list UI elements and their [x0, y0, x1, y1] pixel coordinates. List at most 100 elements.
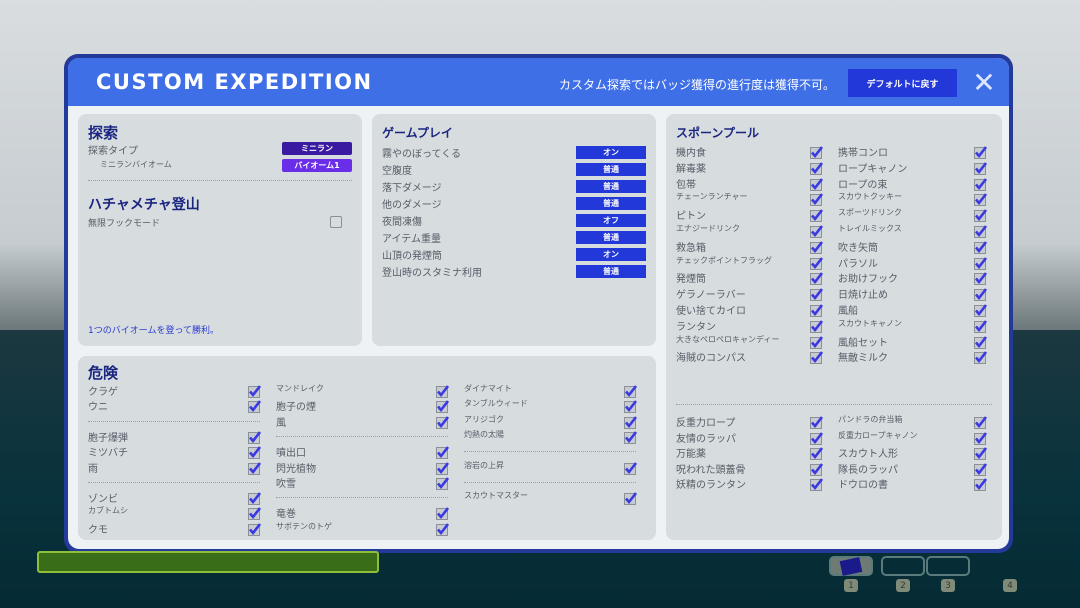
checkbox-checked-icon[interactable] — [974, 318, 988, 333]
hotbar-slot[interactable] — [926, 556, 970, 576]
chaos-title: ハチャメチャ登山 — [88, 197, 200, 213]
close-icon[interactable]: ✕ — [972, 65, 996, 99]
checkbox-checked-icon[interactable] — [974, 476, 988, 491]
checkbox-checked-icon[interactable] — [624, 414, 638, 429]
checkbox-checked-icon[interactable] — [974, 176, 988, 191]
infinite-hook-checkbox[interactable] — [330, 216, 342, 228]
checkbox-checked-icon[interactable] — [248, 460, 262, 475]
spawn-item-label: チェックポイントフラッグ — [676, 255, 772, 265]
checkbox-checked-icon[interactable] — [436, 398, 450, 414]
spawn-item-label: ピトン — [676, 211, 706, 223]
spawn-item-label: スカウトクッキー — [838, 192, 902, 202]
checkbox-checked-icon[interactable] — [248, 444, 262, 460]
gameplay-setting-button[interactable]: 普通 — [576, 265, 646, 278]
hazard-label: クモ — [88, 524, 108, 536]
checkbox-checked-icon[interactable] — [436, 444, 450, 460]
checkbox-checked-icon[interactable] — [810, 144, 824, 159]
checkbox-checked-icon[interactable] — [624, 398, 638, 414]
checkbox-checked-icon[interactable] — [624, 490, 638, 506]
gameplay-setting-button[interactable]: 普通 — [576, 197, 646, 210]
checkbox-checked-icon[interactable] — [810, 302, 824, 317]
checkbox-checked-icon[interactable] — [810, 286, 824, 302]
checkbox-checked-icon[interactable] — [810, 461, 824, 476]
checkbox-checked-icon[interactable] — [974, 223, 988, 238]
health-bar — [37, 551, 379, 573]
spawn-item-label: 解毒薬 — [676, 163, 706, 175]
checkbox-checked-icon[interactable] — [974, 191, 988, 207]
checkbox-checked-icon[interactable] — [974, 144, 988, 159]
checkbox-checked-icon[interactable] — [810, 176, 824, 191]
spawn-item-label: 反重力ロープ — [676, 418, 736, 429]
checkbox-checked-icon[interactable] — [810, 270, 824, 286]
checkbox-checked-icon[interactable] — [248, 521, 262, 536]
gameplay-setting-button[interactable]: オン — [576, 146, 646, 159]
checkbox-checked-icon[interactable] — [810, 239, 824, 254]
checkbox-checked-icon[interactable] — [810, 349, 824, 365]
checkbox-checked-icon[interactable] — [974, 445, 988, 460]
checkbox-checked-icon[interactable] — [974, 302, 988, 317]
gameplay-setting-button[interactable]: 普通 — [576, 231, 646, 244]
checkbox-checked-icon[interactable] — [248, 398, 262, 414]
checkbox-checked-icon[interactable] — [436, 521, 450, 536]
checkbox-checked-icon[interactable] — [974, 430, 988, 445]
hotbar-slot[interactable] — [881, 556, 925, 576]
hazard-label: スカウトマスター — [464, 491, 528, 501]
hazards-panel: 危険 クラゲ ウニ 胞子爆弾 ミツバチ雨ゾンビ カブトムシ クモ マンドレイク 胞子の煙風噴出… — [78, 356, 656, 540]
checkbox-checked-icon[interactable] — [974, 334, 988, 349]
divider — [88, 420, 260, 422]
checkbox-checked-icon[interactable] — [974, 414, 988, 429]
gameplay-setting-button[interactable]: 普通 — [576, 163, 646, 176]
spawn-item-label: 日焼け止め — [838, 290, 888, 302]
checkbox-checked-icon[interactable] — [248, 429, 262, 444]
checkbox-checked-icon[interactable] — [810, 334, 824, 349]
checkbox-checked-icon[interactable] — [810, 445, 824, 460]
checkbox-checked-icon[interactable] — [436, 460, 450, 475]
hazard-label: 溶岩の上昇 — [464, 460, 504, 470]
biome-select[interactable]: バイオーム1 — [282, 159, 352, 172]
checkbox-checked-icon[interactable] — [810, 318, 824, 333]
spawn-item-label: パラソル — [838, 258, 878, 270]
gameplay-setting-button[interactable]: 普通 — [576, 180, 646, 193]
checkbox-checked-icon[interactable] — [974, 286, 988, 302]
checkbox-checked-icon[interactable] — [810, 414, 824, 429]
gameplay-setting-button[interactable]: オフ — [576, 214, 646, 227]
spawn-item-label: 万能薬 — [676, 449, 706, 460]
hazard-label: カブトムシ — [88, 506, 128, 516]
checkbox-checked-icon[interactable] — [624, 460, 638, 475]
checkbox-checked-icon[interactable] — [436, 505, 450, 521]
infinite-hook-label: 無限フックモード — [88, 219, 161, 229]
hotbar-slot[interactable] — [829, 556, 873, 576]
divider — [276, 497, 448, 499]
checkbox-checked-icon[interactable] — [974, 461, 988, 476]
checkbox-checked-icon[interactable] — [974, 239, 988, 254]
exploration-type-select[interactable]: ミニラン — [282, 142, 352, 155]
checkbox-checked-icon[interactable] — [248, 383, 262, 398]
hazard-label: 灼熱の太陽 — [464, 429, 504, 439]
checkbox-checked-icon[interactable] — [248, 490, 262, 506]
checkbox-checked-icon[interactable] — [624, 383, 638, 398]
reset-default-button[interactable]: デフォルトに戻す — [848, 69, 957, 97]
spawn-item-label: 呪われた頭蓋骨 — [676, 464, 746, 476]
checkbox-checked-icon[interactable] — [974, 349, 988, 365]
checkbox-checked-icon[interactable] — [436, 475, 450, 490]
checkbox-checked-icon[interactable] — [974, 255, 988, 270]
checkbox-checked-icon[interactable] — [624, 429, 638, 444]
checkbox-checked-icon[interactable] — [810, 476, 824, 491]
checkbox-checked-icon[interactable] — [810, 207, 824, 223]
checkbox-checked-icon[interactable] — [974, 160, 988, 175]
hazard-label: タンブルウィード — [464, 399, 528, 409]
gameplay-setting-button[interactable]: オン — [576, 248, 646, 261]
hotbar-slot-number: 1 — [844, 579, 858, 592]
checkbox-checked-icon[interactable] — [810, 160, 824, 175]
spawn-item-label: お助けフック — [838, 274, 898, 286]
checkbox-checked-icon[interactable] — [436, 383, 450, 398]
spawn-item-label: 救急箱 — [676, 242, 706, 254]
checkbox-checked-icon[interactable] — [974, 270, 988, 286]
checkbox-checked-icon[interactable] — [810, 255, 824, 270]
checkbox-checked-icon[interactable] — [436, 414, 450, 429]
checkbox-checked-icon[interactable] — [974, 207, 988, 223]
checkbox-checked-icon[interactable] — [248, 505, 262, 521]
checkbox-checked-icon[interactable] — [810, 191, 824, 207]
checkbox-checked-icon[interactable] — [810, 223, 824, 238]
checkbox-checked-icon[interactable] — [810, 430, 824, 445]
